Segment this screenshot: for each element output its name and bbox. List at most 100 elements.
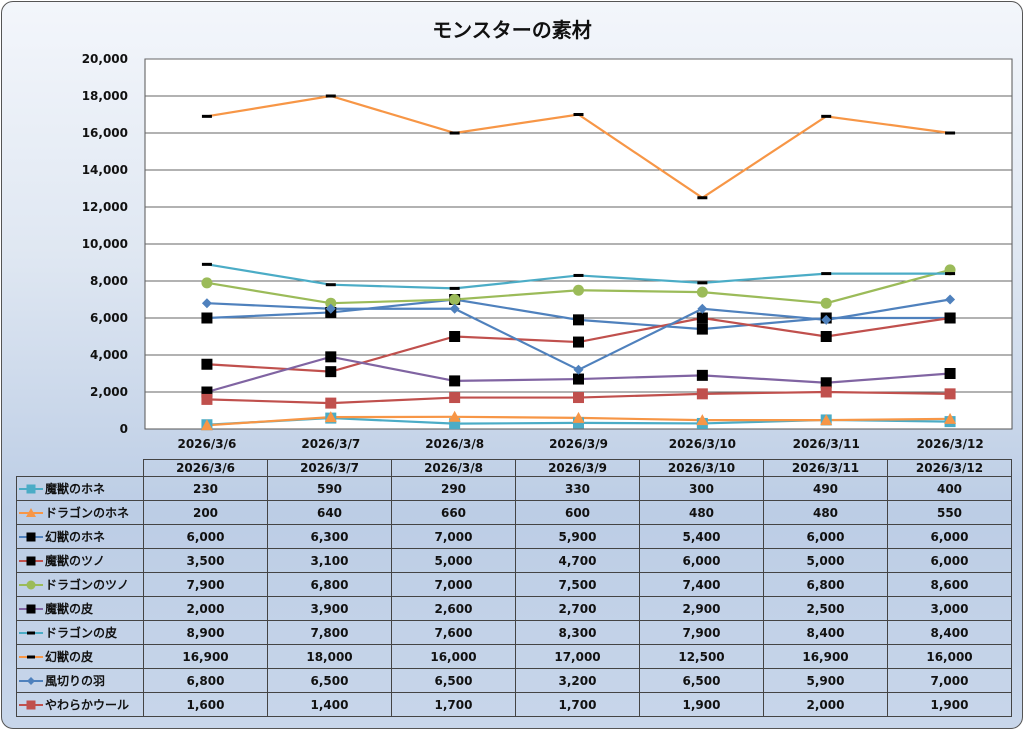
data-point bbox=[201, 393, 213, 405]
data-point bbox=[572, 411, 585, 423]
data-point bbox=[449, 418, 461, 430]
y-tick-label: 6,000 bbox=[90, 311, 128, 325]
data-point bbox=[324, 411, 337, 423]
table-cell-value: 400 bbox=[887, 476, 1012, 501]
data-point bbox=[944, 312, 956, 324]
table-cell-value: 16,900 bbox=[763, 644, 888, 669]
legend-cell: 魔獣の皮 bbox=[16, 596, 144, 621]
table-cell-value: 8,400 bbox=[763, 620, 888, 645]
data-point bbox=[449, 303, 460, 314]
table-cell-value: 6,500 bbox=[639, 668, 764, 693]
data-point bbox=[573, 113, 584, 116]
table-cell-value: 2,500 bbox=[763, 596, 888, 621]
table-cell-value: 7,600 bbox=[391, 620, 516, 645]
data-point bbox=[573, 273, 584, 277]
table-cell-value: 4,700 bbox=[515, 548, 640, 573]
table-cell-value: 5,000 bbox=[391, 548, 516, 573]
table-cell-value: 3,500 bbox=[143, 548, 268, 573]
table-cell-value: 490 bbox=[763, 476, 888, 501]
table-cell-value: 3,000 bbox=[887, 596, 1012, 621]
table-header-date: 2026/3/10 bbox=[639, 459, 764, 477]
table-header-date: 2026/3/11 bbox=[763, 459, 888, 477]
table-cell-value: 6,000 bbox=[639, 548, 764, 573]
table-header-date: 2026/3/12 bbox=[887, 459, 1012, 477]
legend-cell: 風切りの羽 bbox=[16, 668, 144, 693]
data-point bbox=[696, 312, 708, 324]
table-cell-value: 5,900 bbox=[763, 668, 888, 693]
data-point bbox=[449, 392, 461, 404]
data-point bbox=[696, 323, 708, 335]
data-point bbox=[573, 284, 584, 296]
data-point bbox=[820, 297, 832, 309]
data-point bbox=[821, 314, 832, 325]
legend-cell: 魔獣のツノ bbox=[16, 548, 144, 573]
data-point bbox=[944, 388, 956, 400]
table-cell-value: 5,000 bbox=[763, 548, 888, 573]
data-point bbox=[573, 314, 584, 326]
y-tick-label: 14,000 bbox=[82, 163, 128, 177]
table-cell-value: 3,200 bbox=[515, 668, 640, 693]
legend-label: 魔獣のホネ bbox=[45, 482, 106, 496]
table-cell-value: 330 bbox=[515, 476, 640, 501]
table-cell-value: 7,000 bbox=[391, 524, 516, 549]
legend-cell: 魔獣のホネ bbox=[16, 476, 144, 501]
table-cell-value: 5,400 bbox=[639, 524, 764, 549]
data-point bbox=[201, 262, 212, 266]
legend-key-icon bbox=[19, 580, 43, 589]
table-cell-value: 8,900 bbox=[143, 620, 268, 645]
table-cell-value: 2,600 bbox=[391, 596, 516, 621]
table-cell-value: 12,500 bbox=[639, 644, 764, 669]
table-cell-value: 6,500 bbox=[391, 668, 516, 693]
data-point bbox=[201, 312, 213, 324]
y-tick-label: 12,000 bbox=[82, 200, 128, 214]
table-cell-value: 2,900 bbox=[639, 596, 764, 621]
y-tick-label: 4,000 bbox=[90, 348, 128, 362]
y-tick-label: 20,000 bbox=[82, 52, 128, 66]
table-cell-value: 7,500 bbox=[515, 572, 640, 597]
table-row: ドラゴンの皮 8,900 7,800 7,600 8,300 7,900 8,400 8,40… bbox=[16, 620, 1012, 645]
x-tick-label: 2026/3/9 bbox=[549, 437, 608, 451]
data-point bbox=[200, 419, 213, 431]
data-point bbox=[696, 388, 708, 400]
legend-label: 風切りの羽 bbox=[45, 674, 106, 688]
data-point bbox=[325, 397, 337, 409]
data-point bbox=[820, 414, 833, 426]
data-point bbox=[696, 286, 708, 298]
data-point bbox=[449, 286, 460, 290]
legend-cell: ドラゴンのツノ bbox=[16, 572, 144, 597]
data-point bbox=[821, 114, 832, 118]
table-cell-value: 6,000 bbox=[887, 524, 1012, 549]
table-cell-value: 480 bbox=[763, 500, 888, 525]
data-point bbox=[573, 373, 584, 385]
table-row: 魔獣の皮 2,000 3,900 2,600 2,700 2,900 2,500 3,000 bbox=[16, 596, 1012, 621]
table-cell-value: 16,000 bbox=[887, 644, 1012, 669]
table-row: 幻獣のホネ 6,000 6,300 7,000 5,900 5,400 6,000 6,000 bbox=[16, 524, 1012, 549]
y-tick-label: 2,000 bbox=[90, 385, 128, 399]
x-tick-label: 2026/3/7 bbox=[301, 437, 360, 451]
table-cell-value: 550 bbox=[887, 500, 1012, 525]
data-point bbox=[944, 368, 956, 379]
data-point bbox=[820, 331, 832, 342]
legend-key-icon bbox=[19, 532, 43, 541]
table-row: 魔獣のツノ 3,500 3,100 5,000 4,700 6,000 5,000 6,000 bbox=[16, 548, 1012, 573]
table-cell-value: 18,000 bbox=[267, 644, 392, 669]
data-point bbox=[449, 375, 461, 387]
table-cell-value: 6,800 bbox=[143, 668, 268, 693]
data-point bbox=[449, 131, 460, 135]
y-tick-label: 10,000 bbox=[82, 237, 128, 251]
data-point bbox=[201, 277, 213, 289]
y-tick-label: 16,000 bbox=[82, 126, 128, 140]
data-point bbox=[201, 114, 212, 118]
data-point bbox=[945, 131, 956, 135]
table-header-date: 2026/3/7 bbox=[267, 459, 392, 477]
legend-key-icon bbox=[19, 507, 43, 517]
data-point bbox=[325, 94, 336, 98]
table-cell-value: 1,700 bbox=[391, 692, 516, 717]
table-row: やわらかウール 1,600 1,400 1,700 1,700 1,900 2,000 1,9… bbox=[16, 692, 1012, 717]
legend-cell: やわらかウール bbox=[16, 692, 144, 717]
table-cell-value: 7,900 bbox=[143, 572, 268, 597]
data-point bbox=[697, 196, 708, 200]
legend-label: ドラゴンの皮 bbox=[45, 626, 118, 640]
data-point bbox=[945, 272, 956, 276]
legend-key-icon bbox=[19, 604, 43, 613]
